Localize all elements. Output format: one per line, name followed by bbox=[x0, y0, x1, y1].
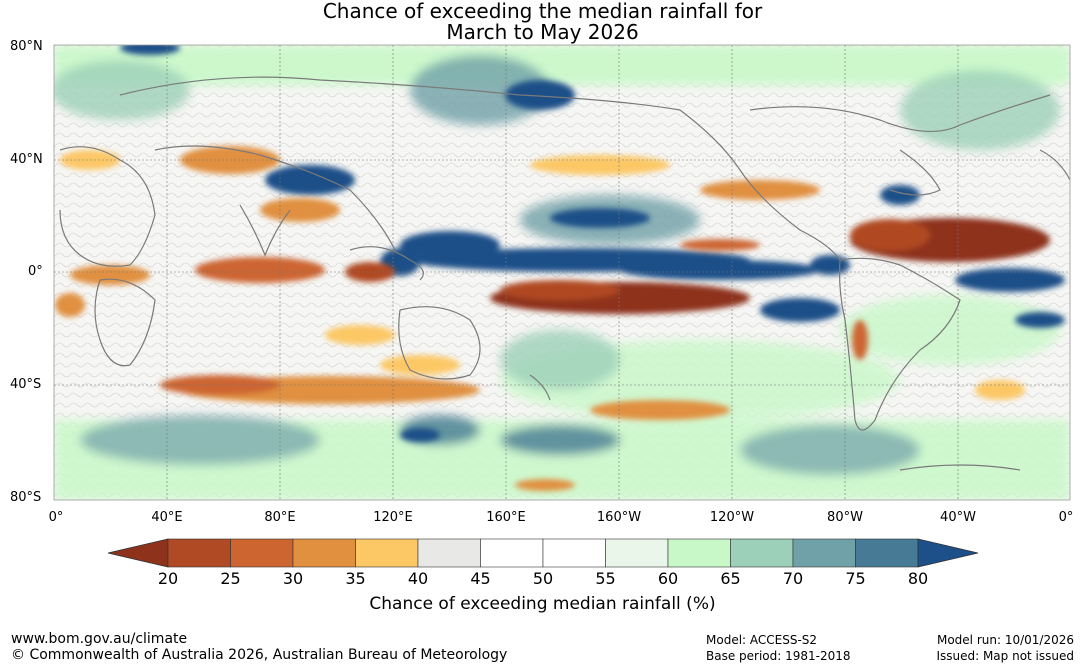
coastlines bbox=[59, 76, 1070, 471]
colorbar-tick-label: 40 bbox=[407, 569, 429, 588]
colorbar-cell bbox=[292, 538, 356, 568]
colorbar-cell bbox=[605, 538, 669, 568]
map-title-line-1: Chance of exceeding the median rainfall … bbox=[322, 0, 763, 23]
footer-copyright: © Commonwealth of Australia 2026, Austra… bbox=[11, 647, 508, 663]
lon-label-0-right: 0° bbox=[1058, 510, 1074, 525]
colorbar-cell bbox=[667, 538, 731, 568]
colorbar-cell bbox=[417, 538, 481, 568]
colorbar-tick-label: 80 bbox=[907, 569, 929, 588]
colorbar-title: Chance of exceeding median rainfall (%) bbox=[369, 594, 716, 614]
colorbar-tick-label: 70 bbox=[782, 569, 804, 588]
lat-label-80s: 80°S bbox=[10, 490, 42, 505]
colorbar-tick-label: 30 bbox=[282, 569, 304, 588]
lon-label-40e: 40°E bbox=[151, 510, 183, 525]
lon-label-160e: 160°E bbox=[486, 510, 526, 525]
colorbar-cell bbox=[542, 538, 606, 568]
colorbar-tick-label: 20 bbox=[157, 569, 179, 588]
colorbar-cell bbox=[355, 538, 419, 568]
colorbar-arrow-low bbox=[107, 538, 169, 568]
colorbar-cell bbox=[480, 538, 544, 568]
map-field bbox=[54, 45, 1070, 500]
lat-label-80n: 80°N bbox=[10, 39, 43, 54]
colorbar-cell bbox=[792, 538, 856, 568]
footer-issued: Issued: Map not issued bbox=[936, 649, 1074, 663]
colorbar-cell bbox=[230, 538, 294, 568]
map-title-line-2: March to May 2026 bbox=[446, 20, 639, 44]
footer-model-run: Model run: 10/01/2026 bbox=[936, 633, 1074, 647]
footer-url: www.bom.gov.au/climate bbox=[11, 631, 188, 647]
above-median-strong-zones bbox=[120, 45, 1065, 442]
colorbar-cell bbox=[855, 538, 919, 568]
map-frame bbox=[53, 44, 1071, 501]
lat-label-40s: 40°S bbox=[10, 377, 42, 392]
lon-label-160w: 160°W bbox=[596, 510, 642, 525]
footer-model: Model: ACCESS-S2 bbox=[706, 633, 818, 647]
lon-label-80e: 80°E bbox=[264, 510, 296, 525]
colorbar-tick-label: 65 bbox=[720, 569, 741, 588]
lon-label-120w: 120°W bbox=[709, 510, 755, 525]
colorbar-tick-label: 75 bbox=[845, 569, 866, 588]
colorbar bbox=[107, 538, 979, 568]
colorbar-arrow-high bbox=[917, 538, 979, 568]
lon-label-0-left: 0° bbox=[48, 510, 64, 525]
footer-base-period: Base period: 1981-2018 bbox=[706, 649, 851, 663]
colorbar-cell bbox=[730, 538, 794, 568]
colorbar-tick-label: 55 bbox=[595, 569, 616, 588]
below-median-zones bbox=[55, 146, 1050, 491]
lon-label-40w: 40°W bbox=[940, 510, 976, 525]
lon-label-120e: 120°E bbox=[373, 510, 413, 525]
colorbar-tick-label: 45 bbox=[470, 569, 491, 588]
lat-label-0: 0° bbox=[28, 264, 43, 279]
lat-label-40n: 40°N bbox=[10, 152, 43, 167]
graticule bbox=[54, 45, 1070, 500]
colorbar-tick-label: 60 bbox=[657, 569, 679, 588]
colorbar-cell bbox=[167, 538, 231, 568]
lon-label-80w: 80°W bbox=[827, 510, 863, 525]
colorbar-tick-label: 50 bbox=[532, 569, 554, 588]
colorbar-tick-label: 25 bbox=[220, 569, 241, 588]
colorbar-tick-label: 35 bbox=[345, 569, 366, 588]
